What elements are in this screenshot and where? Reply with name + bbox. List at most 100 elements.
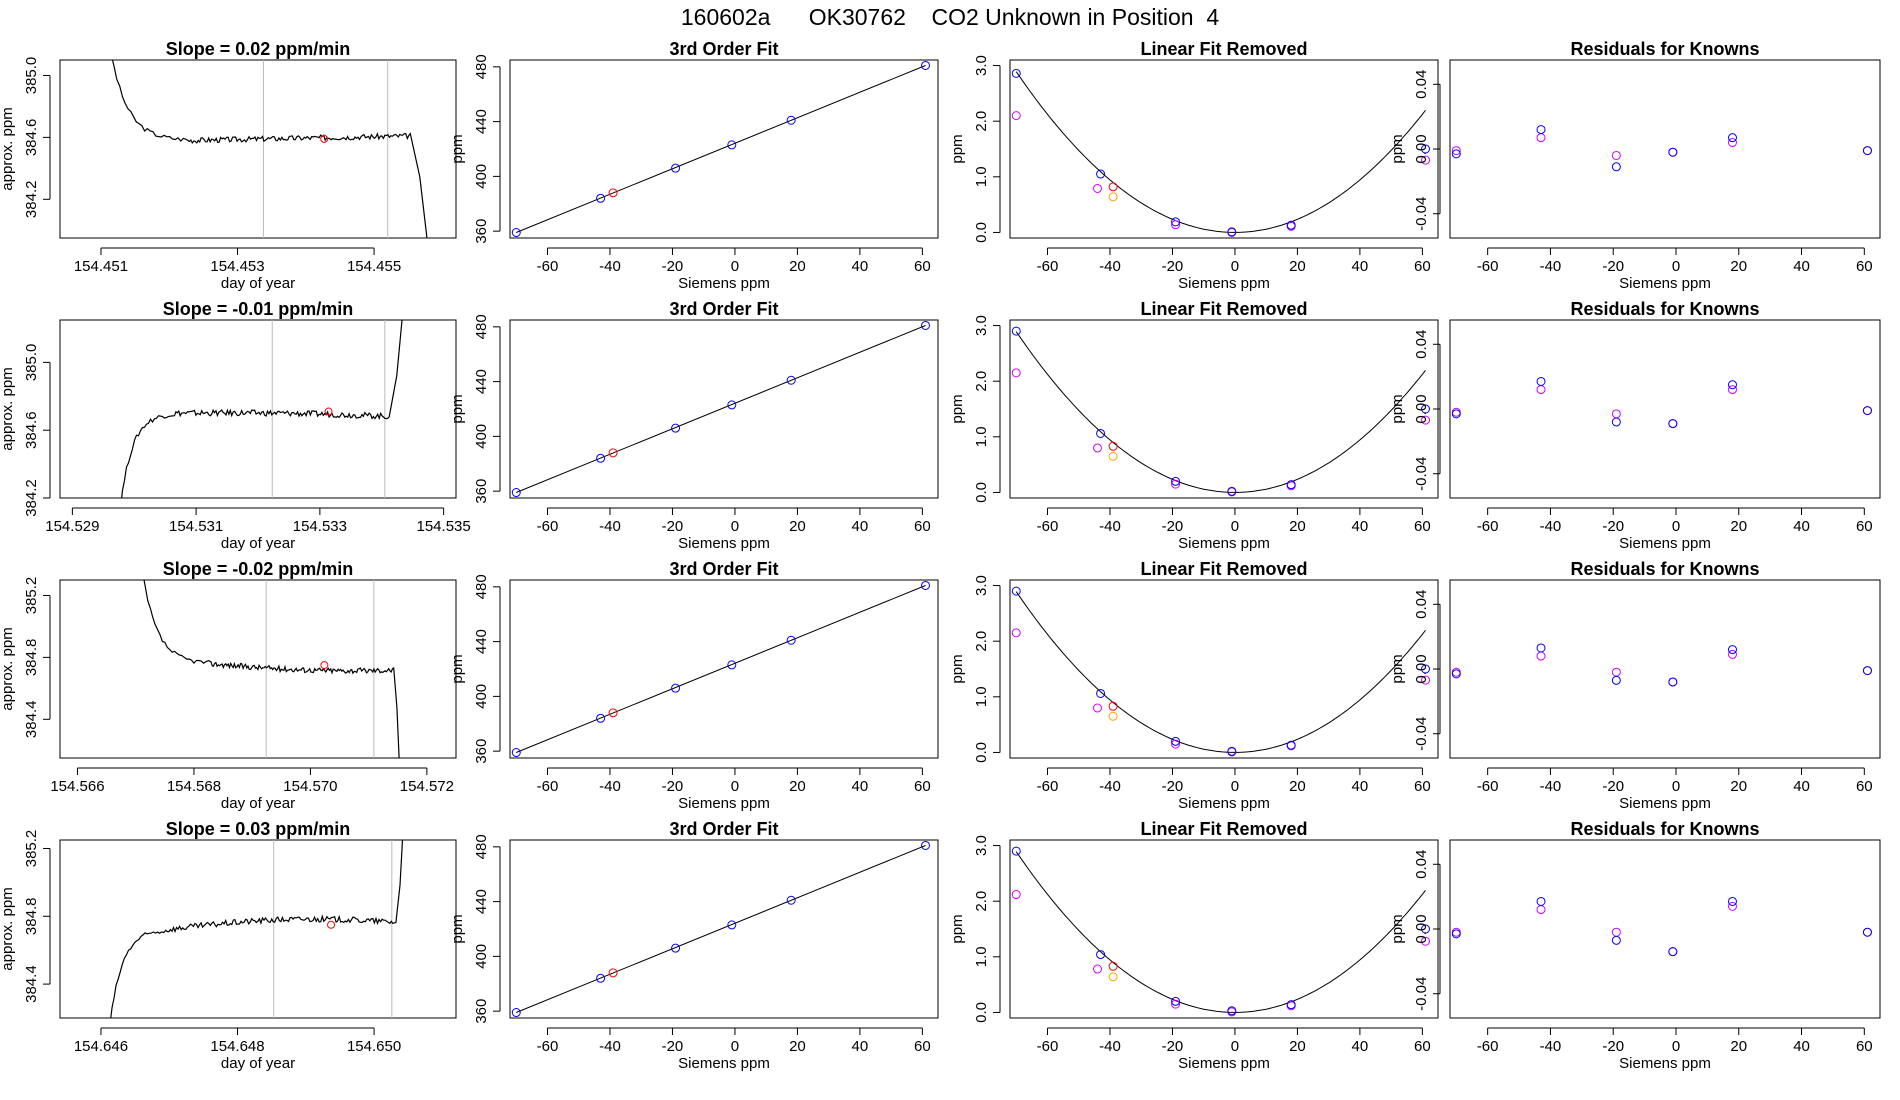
x-tick-label: 0 bbox=[1672, 258, 1680, 275]
panel-title: 3rd Order Fit bbox=[669, 299, 778, 319]
y-tick-label: 384.6 bbox=[23, 119, 40, 157]
x-tick-label: 20 bbox=[1289, 1038, 1306, 1055]
known-first-run-point bbox=[1171, 739, 1181, 749]
y-tick-label: 1.0 bbox=[973, 686, 990, 707]
panel-r4-c2: 3rd Order Fit -60 -40 -20 0 20 40 60 Siemens ppm… bbox=[449, 819, 939, 1072]
known-point bbox=[1421, 924, 1431, 934]
known-point bbox=[511, 228, 521, 238]
x-tick-label: 0 bbox=[1231, 778, 1239, 795]
known-point bbox=[1227, 746, 1237, 756]
known-point bbox=[1611, 675, 1621, 685]
known-first-run-point bbox=[1451, 146, 1461, 156]
y-tick-label: 2.0 bbox=[973, 891, 990, 912]
y-tick-label: 440 bbox=[473, 369, 490, 394]
y-tick-label: 0.0 bbox=[973, 222, 990, 243]
fit-curve bbox=[1015, 71, 1426, 233]
known-first-run-point bbox=[1011, 628, 1021, 638]
x-tick-label: -20 bbox=[1602, 778, 1624, 795]
y-tick-label: 0.04 bbox=[1413, 330, 1430, 359]
plot-area bbox=[1451, 643, 1872, 687]
x-tick-label: 40 bbox=[1352, 778, 1369, 795]
y-tick-label: -0.04 bbox=[1413, 457, 1430, 491]
x-tick-label: 20 bbox=[1730, 778, 1747, 795]
plot-area bbox=[511, 840, 931, 1018]
x-axis-label: day of year bbox=[221, 1055, 295, 1072]
known-point bbox=[1862, 666, 1872, 676]
x-tick-label: 40 bbox=[1793, 778, 1810, 795]
panel-title: 3rd Order Fit bbox=[669, 559, 778, 579]
y-axis-label: ppm bbox=[449, 134, 466, 163]
panel-title: 3rd Order Fit bbox=[669, 819, 778, 839]
unknown-first-run-point bbox=[1108, 972, 1118, 982]
x-tick-label: 20 bbox=[789, 518, 806, 535]
y-tick-label: 400 bbox=[473, 944, 490, 969]
y-tick-label: 385.0 bbox=[23, 57, 40, 95]
known-first-run-point bbox=[1611, 150, 1621, 160]
x-axis-label: Siemens ppm bbox=[678, 795, 770, 812]
y-axis-label: ppm bbox=[449, 914, 466, 943]
y-axis-label: approx. ppm bbox=[0, 887, 16, 970]
x-tick-label: -20 bbox=[1602, 258, 1624, 275]
known-point bbox=[1451, 149, 1461, 159]
y-tick-label: 0.0 bbox=[973, 742, 990, 763]
x-tick-label: -60 bbox=[1477, 1038, 1499, 1055]
known-point bbox=[1286, 1000, 1296, 1010]
x-tick-label: 40 bbox=[1793, 1038, 1810, 1055]
known-point bbox=[786, 895, 796, 905]
known-point bbox=[511, 1008, 521, 1018]
plot-frame bbox=[509, 319, 939, 499]
known-point bbox=[1011, 846, 1021, 856]
x-tick-label: -60 bbox=[537, 1038, 559, 1055]
x-tick-label: -20 bbox=[1602, 1038, 1624, 1055]
known-point bbox=[1096, 950, 1106, 960]
y-axis-label: approx. ppm bbox=[0, 107, 16, 190]
known-point bbox=[1171, 996, 1181, 1006]
known-first-run-point bbox=[1536, 905, 1546, 915]
x-axis-label: Siemens ppm bbox=[678, 1055, 770, 1072]
x-tick-label: -40 bbox=[1099, 518, 1121, 535]
known-point bbox=[1421, 144, 1431, 154]
y-tick-label: 385.2 bbox=[23, 577, 40, 615]
known-point bbox=[1668, 419, 1678, 429]
y-tick-label: 440 bbox=[473, 889, 490, 914]
y-tick-label: 3.0 bbox=[973, 55, 990, 76]
y-tick-label: -0.04 bbox=[1413, 717, 1430, 751]
x-tick-label: 60 bbox=[1856, 778, 1873, 795]
plot-area bbox=[1011, 586, 1431, 757]
panel-r1-c4: Residuals for Knowns -60 -40 -20 0 20 40 60 Siem… bbox=[1389, 39, 1881, 292]
x-tick-label: -60 bbox=[1037, 778, 1059, 795]
known-first-run-point bbox=[1611, 927, 1621, 937]
unknown-first-run-point bbox=[1108, 192, 1118, 202]
x-tick-label: 40 bbox=[852, 258, 869, 275]
x-tick-label: 60 bbox=[914, 518, 931, 535]
x-tick-label: -20 bbox=[662, 518, 684, 535]
y-axis-label: ppm bbox=[1389, 654, 1406, 683]
plot-frame bbox=[59, 839, 457, 1019]
x-tick-label: -60 bbox=[537, 258, 559, 275]
unknown-point bbox=[1108, 701, 1118, 711]
x-tick-label: 60 bbox=[914, 778, 931, 795]
unknown-marker bbox=[327, 920, 336, 929]
panel-title: Linear Fit Removed bbox=[1140, 819, 1307, 839]
y-tick-label: 360 bbox=[473, 479, 490, 504]
plot-area bbox=[1451, 376, 1872, 429]
plot-frame bbox=[509, 59, 939, 239]
x-tick-label: 0 bbox=[1231, 1038, 1239, 1055]
x-tick-label: 20 bbox=[1289, 778, 1306, 795]
y-tick-label: 3.0 bbox=[973, 835, 990, 856]
known-first-run-point bbox=[1421, 675, 1431, 685]
known-point bbox=[1611, 935, 1621, 945]
x-tick-label: 0 bbox=[731, 258, 739, 275]
x-axis-label: day of year bbox=[221, 275, 295, 292]
plot-frame bbox=[1449, 839, 1881, 1019]
known-point bbox=[921, 580, 931, 590]
known-point bbox=[671, 423, 681, 433]
known-point bbox=[1451, 669, 1461, 679]
panel-title: Slope = 0.03 ppm/min bbox=[166, 819, 351, 839]
plot-area bbox=[1011, 326, 1431, 497]
known-first-run-point bbox=[1171, 220, 1181, 230]
x-tick-label: -20 bbox=[662, 1038, 684, 1055]
unknown-marker bbox=[320, 661, 329, 670]
known-point bbox=[727, 140, 737, 150]
x-tick-label: 0 bbox=[731, 1038, 739, 1055]
